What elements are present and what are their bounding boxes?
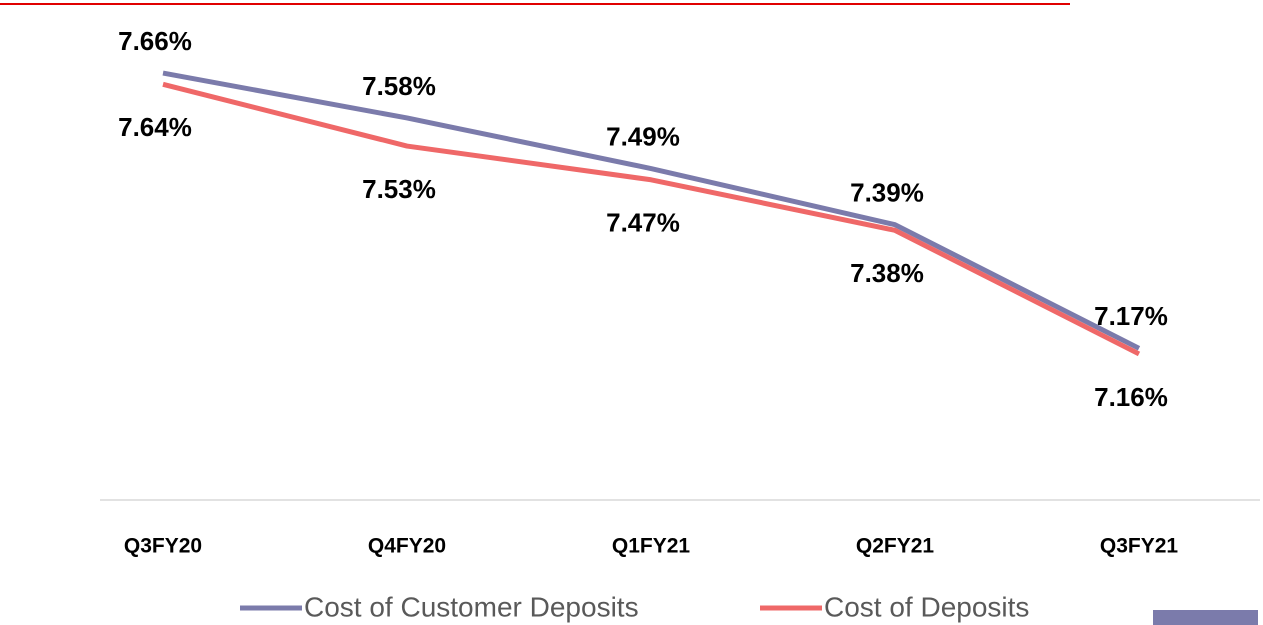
x-tick-label: Q4FY20: [368, 535, 446, 558]
x-tick-label: Q2FY21: [856, 535, 935, 558]
legend-label: Cost of Customer Deposits: [304, 591, 639, 622]
data-label: 7.16%: [1094, 382, 1168, 412]
data-label: 7.39%: [850, 178, 924, 208]
x-tick-label: Q3FY20: [124, 535, 202, 558]
data-label: 7.17%: [1094, 301, 1168, 331]
series-line: [162, 70, 1141, 351]
legend-label: Cost of Deposits: [824, 591, 1029, 622]
data-label: 7.58%: [362, 71, 436, 101]
data-label: 7.47%: [606, 208, 680, 238]
corner-block: [1153, 610, 1258, 625]
series-line: [162, 81, 1141, 357]
x-tick-label: Q3FY21: [1100, 535, 1179, 558]
data-label: 7.38%: [850, 258, 924, 288]
data-label: 7.64%: [118, 112, 192, 142]
x-tick-label: Q1FY21: [612, 535, 691, 558]
data-label: 7.53%: [362, 174, 436, 204]
data-label: 7.49%: [606, 121, 680, 151]
data-label: 7.66%: [118, 26, 192, 56]
